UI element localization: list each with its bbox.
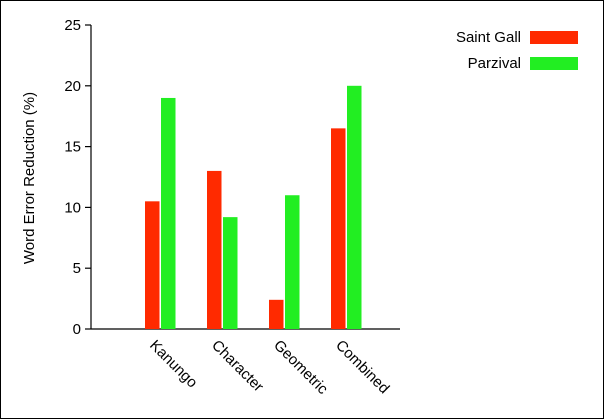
y-ticks: 0 5 10 15 20 25 <box>64 17 91 338</box>
y-tick-label: 20 <box>64 78 81 95</box>
legend: Saint Gall Parzival <box>456 29 578 72</box>
legend-swatch <box>530 31 578 44</box>
x-tick-label: Character <box>208 337 267 396</box>
legend-swatch <box>530 57 578 70</box>
y-axis-title: Word Error Reduction (%) <box>21 92 38 264</box>
bar-saint-gall-kanungo <box>145 201 160 329</box>
x-tick-label: Combined <box>332 337 392 397</box>
y-tick-label: 15 <box>64 139 81 156</box>
bar-saint-gall-geometric <box>269 299 284 329</box>
x-tick-label: Geometric <box>270 337 331 398</box>
legend-label: Parzival <box>468 55 521 72</box>
bar-saint-gall-combined <box>331 128 346 329</box>
x-tick-label: Kanungo <box>146 337 200 391</box>
legend-label: Saint Gall <box>456 29 521 46</box>
bar-parzival-character <box>223 217 238 329</box>
y-tick-label: 5 <box>73 260 81 277</box>
bar-parzival-geometric <box>285 195 300 329</box>
bar-parzival-kanungo <box>161 97 176 330</box>
y-tick-label: 0 <box>73 321 81 338</box>
bar-parzival-combined <box>347 85 362 329</box>
bar-saint-gall-character <box>207 170 222 329</box>
bars <box>145 85 362 330</box>
x-tick-labels: Kanungo Character Geometric Combined <box>146 337 392 398</box>
y-tick-label: 25 <box>64 17 81 34</box>
y-tick-label: 10 <box>64 199 81 216</box>
